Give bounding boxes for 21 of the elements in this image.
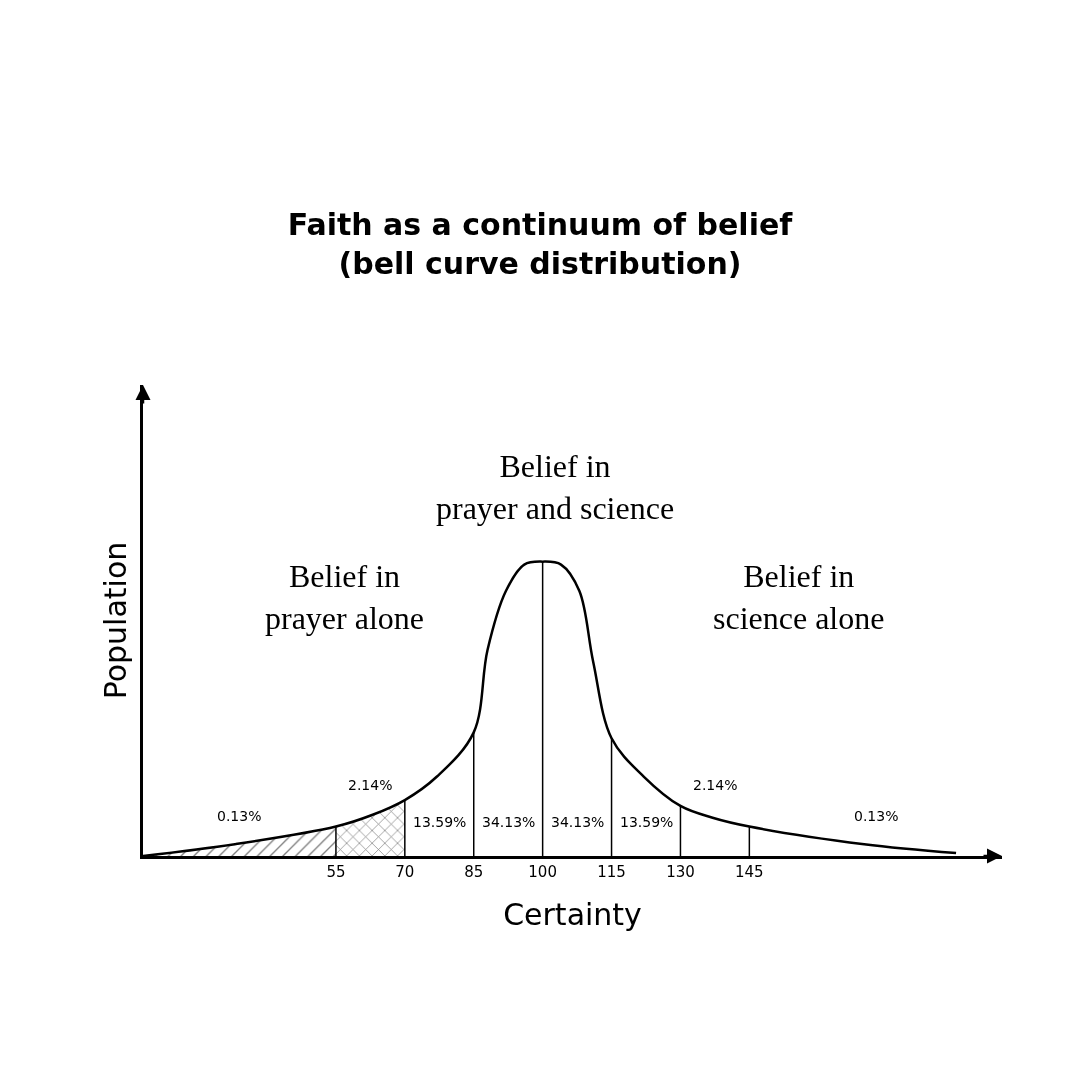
annotation: Belief in science alone: [713, 558, 885, 636]
x-axis-title: Certainty: [503, 897, 642, 933]
annotation: 34.13%: [551, 814, 605, 830]
y-axis-title: Population: [98, 541, 134, 700]
x-tick-label: 115: [597, 862, 626, 881]
chart-title: Faith as a continuum of belief (bell curve distribution): [287, 207, 794, 281]
annotation: 13.59%: [620, 814, 674, 830]
x-tick-label: 100: [528, 862, 557, 881]
x-tick-label: 145: [735, 862, 764, 881]
annotation: 0.13%: [854, 808, 899, 824]
annotation: 13.59%: [413, 814, 467, 830]
x-tick-label: 130: [666, 862, 695, 881]
annotation: 34.13%: [482, 814, 536, 830]
annotation: 0.13%: [217, 808, 262, 824]
text: Belief in prayer and science: [436, 448, 675, 526]
x-tick-label: 70: [395, 862, 415, 881]
x-tick-label: 55: [326, 862, 346, 881]
x-tick-label: 85: [464, 862, 484, 881]
annotation: Belief in prayer alone: [265, 558, 425, 636]
annotation: 2.14%: [693, 777, 738, 793]
annotation: 2.14%: [348, 777, 393, 793]
